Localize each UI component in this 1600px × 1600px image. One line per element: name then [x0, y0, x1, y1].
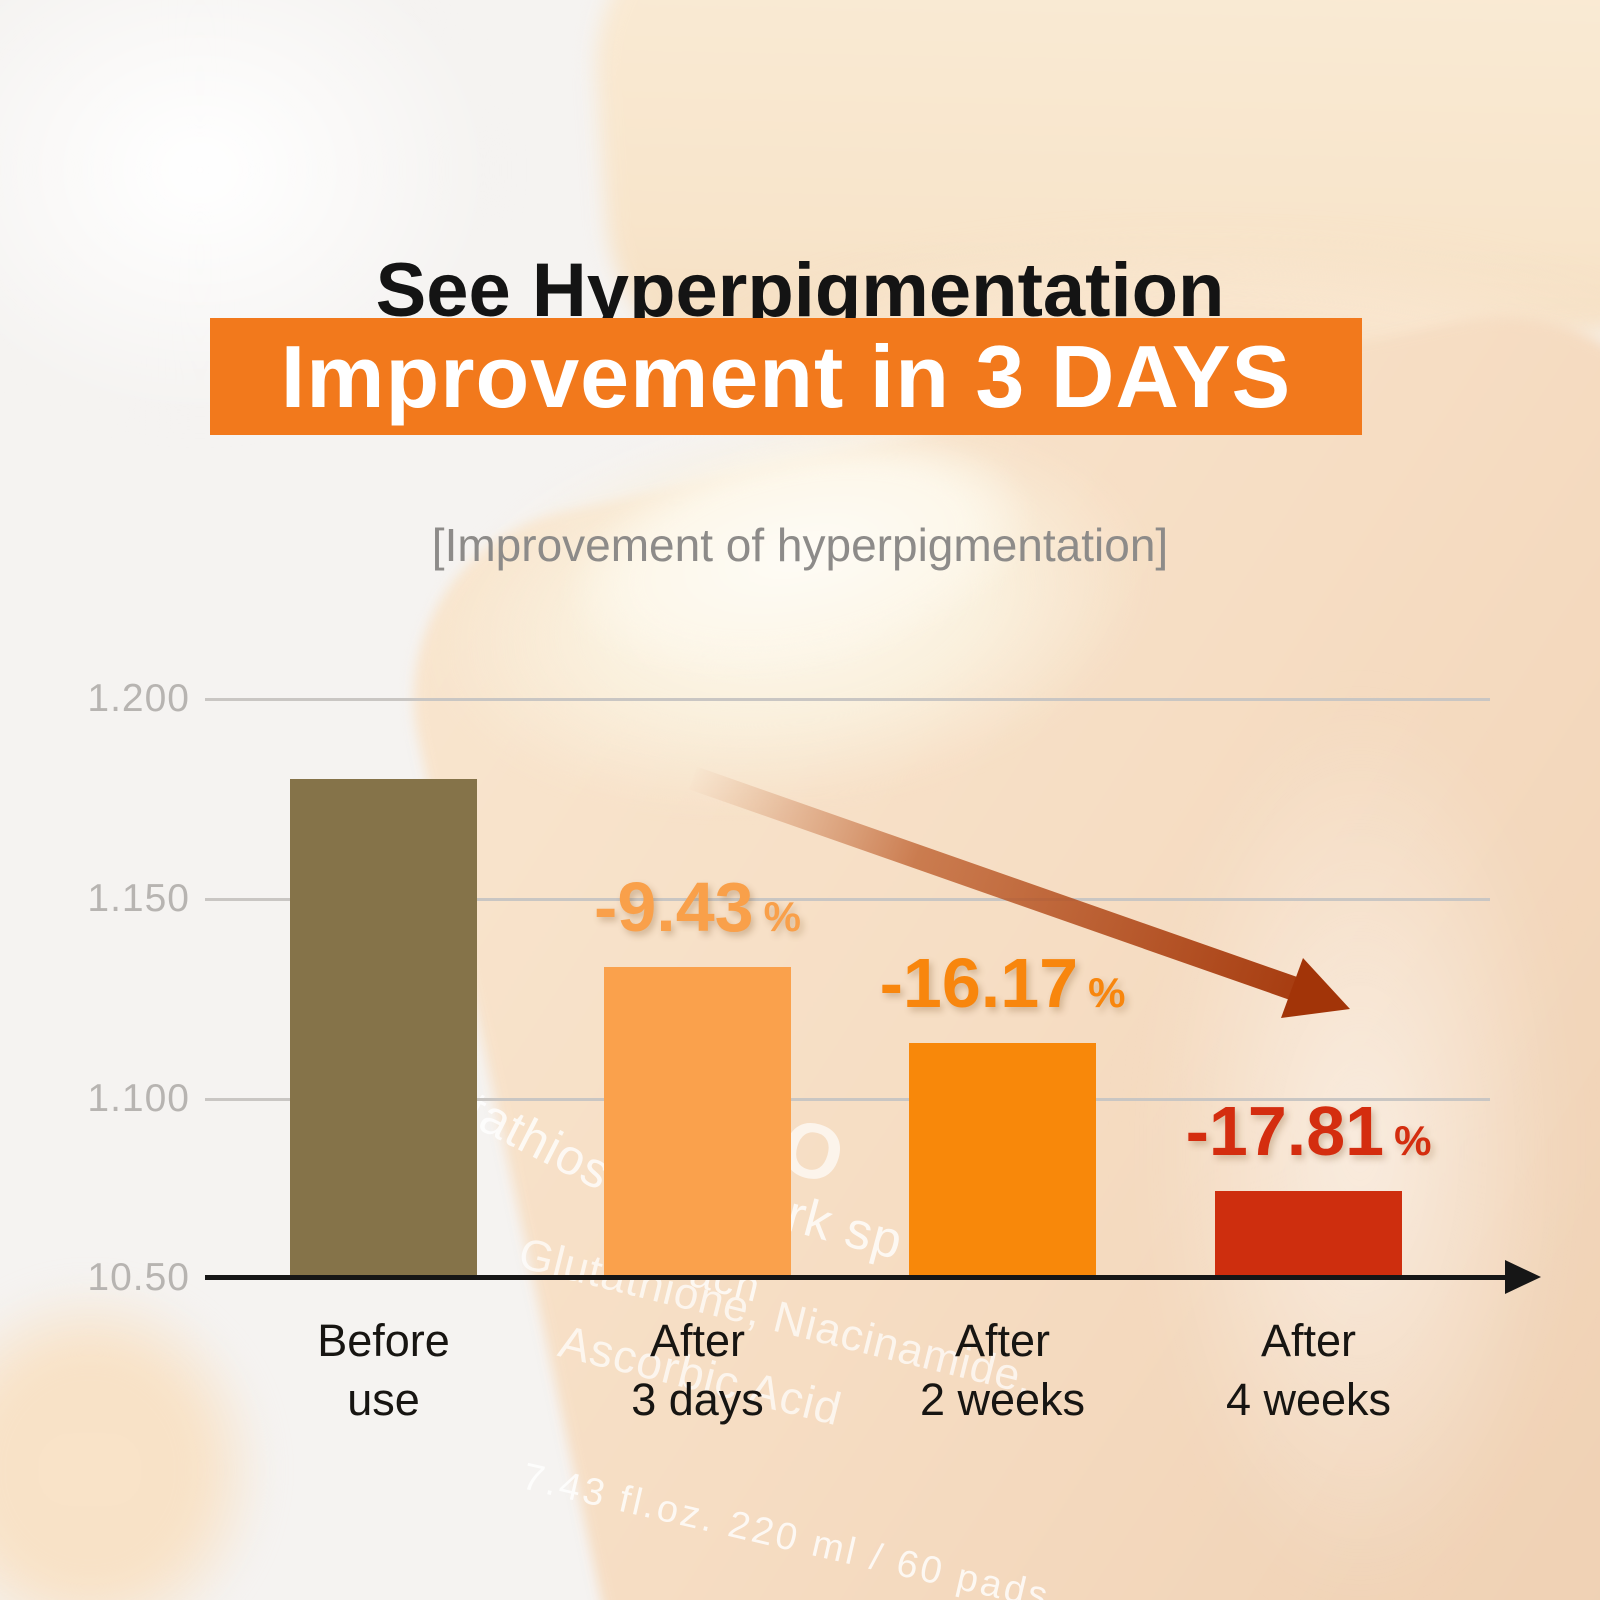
percent-sign: % — [763, 893, 801, 940]
percent-change-value: -9.43 — [594, 868, 754, 946]
y-axis-tick-label: 1.150 — [87, 877, 190, 920]
y-axis-tick-label: 1.200 — [87, 677, 190, 720]
x-axis-line — [205, 1275, 1507, 1280]
x-axis-label: After 4 weeks — [1225, 1315, 1392, 1425]
x-axis-label: After 2 weeks — [919, 1315, 1086, 1425]
headline-banner-text: Improvement in 3 DAYS — [280, 326, 1292, 426]
percent-change-label: -16.17% — [788, 948, 1218, 1018]
percent-change-value: -16.17 — [879, 944, 1079, 1022]
x-axis-label: After 3 days — [631, 1315, 764, 1425]
percent-change-label: -9.43% — [483, 872, 913, 942]
headline-banner: Improvement in 3 DAYS — [210, 318, 1362, 435]
y-axis-tick-label: 1.100 — [87, 1077, 190, 1120]
percent-change-value: -17.81 — [1185, 1092, 1385, 1170]
x-axis-arrowhead — [1505, 1260, 1541, 1294]
percent-sign: % — [1088, 969, 1126, 1016]
chart-title: [Improvement of hyperpigmentation] — [431, 519, 1169, 571]
percent-sign: % — [1394, 1117, 1432, 1164]
percent-change-label: -17.81% — [1094, 1096, 1524, 1166]
x-axis-label: Before use — [317, 1315, 450, 1425]
